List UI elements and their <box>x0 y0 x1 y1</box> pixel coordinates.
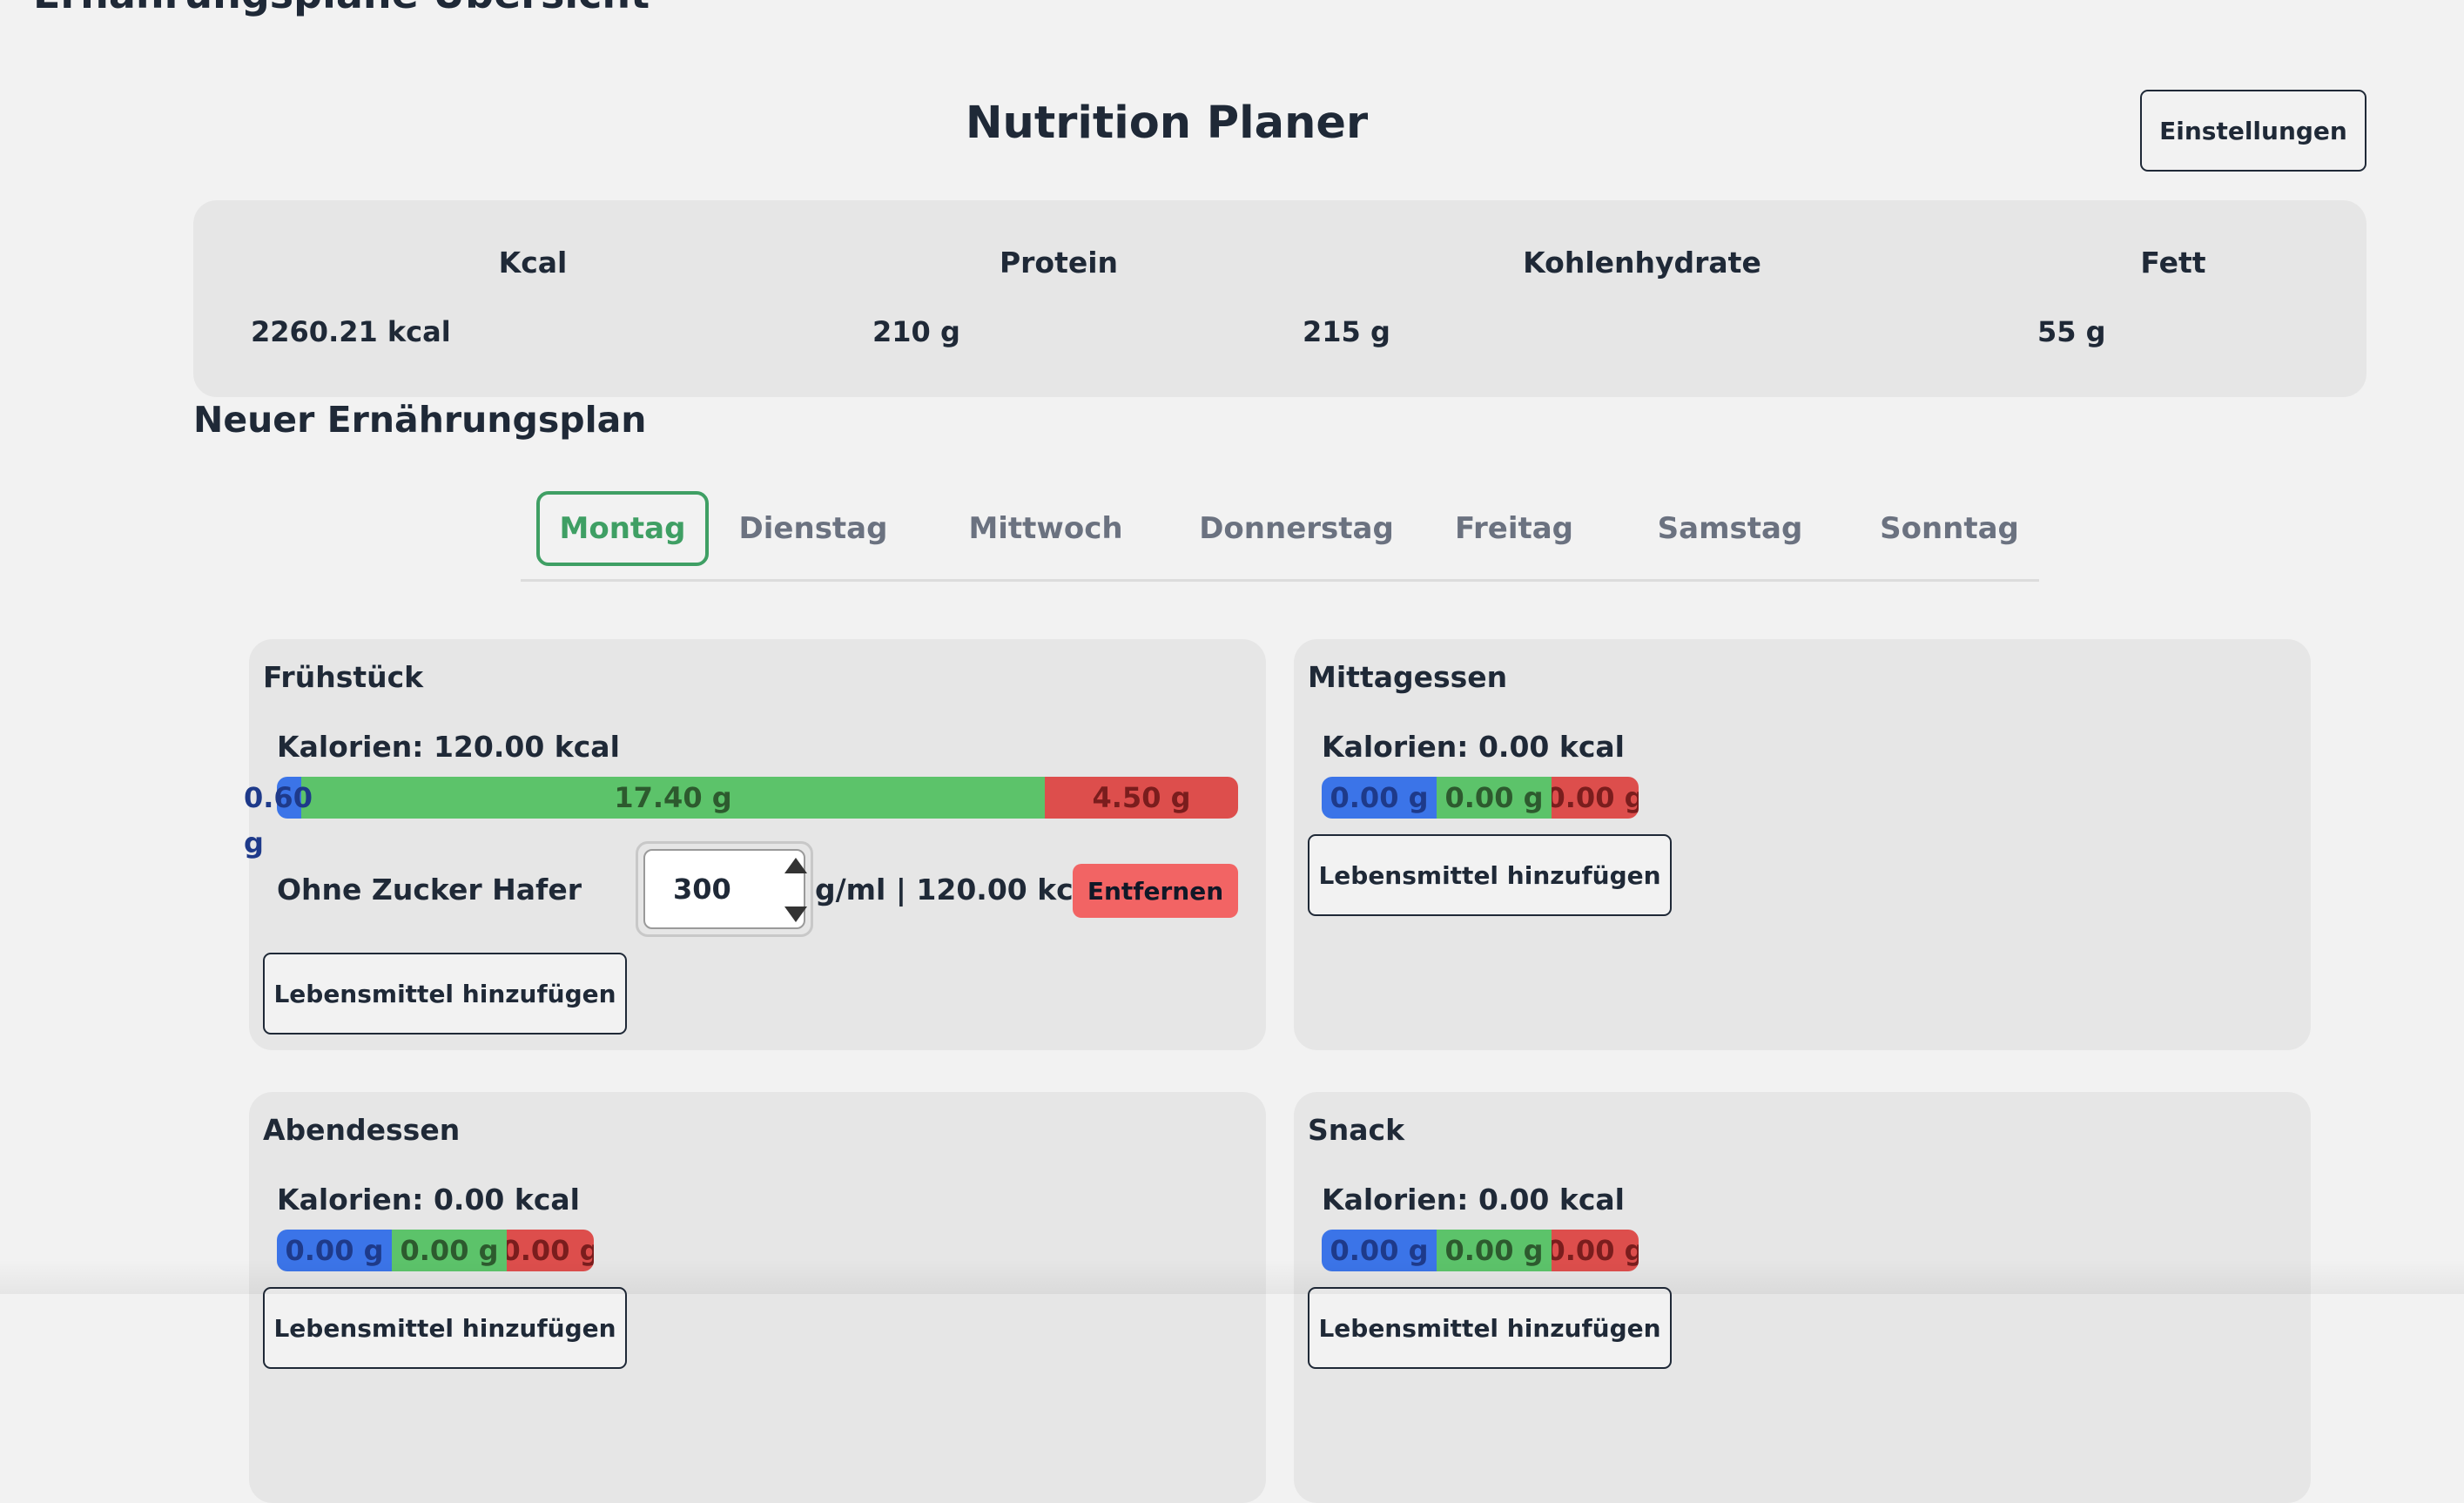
macro-carbs: 0.00 g <box>1437 1230 1552 1271</box>
totals-header-fat: Fett <box>2140 246 2206 280</box>
meal-title: Abendessen <box>263 1113 461 1147</box>
macro-protein: 0.00 g <box>1322 1230 1437 1271</box>
day-tabs: Montag Dienstag Mittwoch Donnerstag Frei… <box>521 488 2039 582</box>
tab-dienstag[interactable]: Dienstag <box>738 511 888 546</box>
meal-calories: Kalorien: 120.00 kcal <box>277 730 620 764</box>
food-unit-info: g/ml | 120.00 kcal <box>815 873 1103 907</box>
totals-header-protein: Protein <box>999 246 1119 280</box>
tab-samstag[interactable]: Samstag <box>1657 511 1803 546</box>
tab-sonntag[interactable]: Sonntag <box>1880 511 2019 546</box>
add-food-button[interactable]: Lebensmittel hinzufügen <box>263 953 627 1035</box>
macro-fat: 0.00 g <box>1552 777 1639 819</box>
totals-header-kcal: Kcal <box>498 246 568 280</box>
totals-header-carbs: Kohlenhydrate <box>1523 246 1761 280</box>
add-food-button[interactable]: Lebensmittel hinzufügen <box>263 1287 627 1369</box>
macro-fat: 0.00 g <box>1552 1230 1639 1271</box>
macro-fat: 4.50 g <box>1045 777 1238 819</box>
meal-card-lunch: Mittagessen Kalorien: 0.00 kcal 0.00 g 0… <box>1294 639 2311 1050</box>
quantity-field <box>636 841 813 937</box>
macro-protein-label: 0.60 g <box>244 781 313 859</box>
increment-icon[interactable] <box>784 858 807 873</box>
macro-bar: 17.40 g 4.50 g <box>277 777 1238 819</box>
quantity-input[interactable] <box>643 849 805 929</box>
totals-value-kcal: 2260.21 kcal <box>251 315 451 348</box>
tab-freitag[interactable]: Freitag <box>1454 511 1574 546</box>
app-title: Nutrition Planer <box>965 98 1369 149</box>
decrement-icon[interactable] <box>784 907 807 922</box>
settings-button[interactable]: Einstellungen <box>2140 90 2366 172</box>
food-name: Ohne Zucker Hafer <box>277 873 582 907</box>
macro-fat: 0.00 g <box>507 1230 594 1271</box>
macro-carbs: 17.40 g <box>301 777 1045 819</box>
add-food-button[interactable]: Lebensmittel hinzufügen <box>1308 1287 1672 1369</box>
macro-protein: 0.00 g <box>277 1230 392 1271</box>
add-food-button[interactable]: Lebensmittel hinzufügen <box>1308 834 1672 916</box>
plan-title: Neuer Ernährungsplan <box>193 399 647 441</box>
macro-bar: 0.00 g 0.00 g 0.00 g <box>277 1230 594 1271</box>
macro-protein: 0.00 g <box>1322 777 1437 819</box>
page-heading: Ernährungspläne Übersicht <box>33 0 650 17</box>
macro-bar: 0.00 g 0.00 g 0.00 g <box>1322 1230 1639 1271</box>
meal-calories: Kalorien: 0.00 kcal <box>1322 730 1625 764</box>
totals-panel: Kcal Protein Kohlenhydrate Fett 2260.21 … <box>193 200 2366 397</box>
remove-food-button[interactable]: Entfernen <box>1073 864 1238 918</box>
macro-carbs: 0.00 g <box>392 1230 507 1271</box>
totals-value-carbs: 215 g <box>1303 315 1390 348</box>
tab-donnerstag[interactable]: Donnerstag <box>1199 511 1394 546</box>
meal-calories: Kalorien: 0.00 kcal <box>277 1183 580 1217</box>
tab-mittwoch[interactable]: Mittwoch <box>968 511 1123 546</box>
macro-protein <box>277 777 301 819</box>
tab-montag[interactable]: Montag <box>536 491 709 566</box>
meal-card-dinner: Abendessen Kalorien: 0.00 kcal 0.00 g 0.… <box>249 1092 1266 1503</box>
meal-title: Mittagessen <box>1308 660 1508 694</box>
meal-card-breakfast: Frühstück Kalorien: 120.00 kcal 17.40 g … <box>244 639 1266 1050</box>
totals-value-protein: 210 g <box>872 315 960 348</box>
macro-bar: 0.00 g 0.00 g 0.00 g <box>1322 777 1639 819</box>
meal-title: Snack <box>1308 1113 1405 1147</box>
macro-carbs: 0.00 g <box>1437 777 1552 819</box>
totals-value-fat: 55 g <box>2037 315 2106 348</box>
meal-card-snack: Snack Kalorien: 0.00 kcal 0.00 g 0.00 g … <box>1294 1092 2311 1503</box>
meal-calories: Kalorien: 0.00 kcal <box>1322 1183 1625 1217</box>
meal-title: Frühstück <box>263 660 424 694</box>
